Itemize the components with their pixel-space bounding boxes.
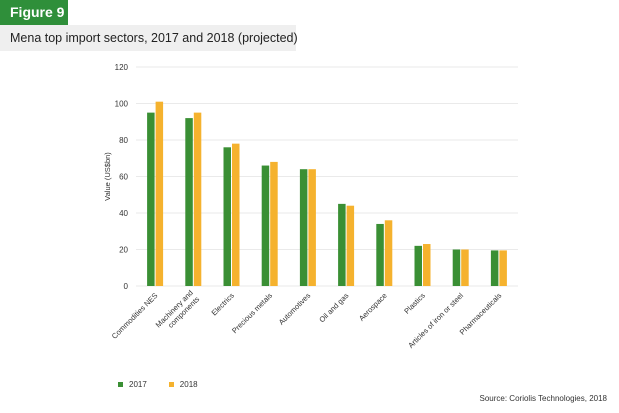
legend: 2017 2018 [118, 378, 220, 390]
bar-2017 [261, 165, 270, 286]
x-category-label: Oil and gas [317, 291, 350, 324]
legend-label-2017: 2017 [129, 379, 147, 389]
bars [147, 101, 507, 286]
bar-2018 [461, 249, 469, 286]
bar-2017 [223, 147, 231, 286]
bar-2017 [299, 169, 308, 286]
bar-2018 [270, 161, 278, 286]
bar-2017 [414, 245, 422, 286]
bar-2017 [147, 112, 155, 286]
y-tick-label: 120 [115, 63, 129, 72]
y-axis-label: Value (US$bn) [103, 152, 112, 201]
figure-label: Figure 9 [0, 0, 68, 25]
bar-2018 [308, 169, 316, 286]
legend-item-2018: 2018 [168, 379, 198, 389]
bar-2018 [384, 220, 393, 286]
y-axis-ticks: 0 20 40 60 80 100 120 [115, 63, 129, 291]
y-tick-label: 100 [115, 100, 129, 109]
x-category-label: Aerospace [357, 291, 389, 323]
legend-swatch-2017 [118, 381, 123, 387]
bar-2018 [193, 112, 202, 286]
bar-2018 [232, 143, 240, 286]
source-note: Source: Coriolis Technologies, 2018 [479, 394, 607, 403]
legend-item-2017: 2017 [118, 380, 147, 389]
bar-2017 [452, 249, 461, 286]
bar-2018 [499, 250, 507, 286]
y-tick-label: 0 [124, 282, 129, 291]
bar-2017 [338, 203, 346, 286]
y-tick-label: 40 [119, 209, 128, 218]
bar-2018 [423, 244, 431, 286]
y-tick-label: 80 [119, 136, 128, 145]
x-category-label: Automotives [277, 291, 313, 327]
bar-2017 [185, 118, 193, 286]
x-category-label: Commodities NES [110, 291, 160, 341]
y-tick-label: 60 [119, 173, 128, 182]
bar-2018 [346, 205, 355, 286]
bar-2017 [490, 250, 499, 286]
x-category-label: Electrics [210, 291, 237, 318]
bar-2017 [376, 223, 384, 286]
y-tick-label: 20 [119, 246, 128, 255]
bar-2018 [155, 101, 164, 286]
x-category-label: Plastics [402, 291, 427, 316]
chart-title: Mena top import sectors, 2017 and 2018 (… [0, 25, 298, 51]
legend-label-2018: 2018 [179, 379, 198, 389]
gridlines [136, 66, 518, 287]
legend-swatch-2018 [168, 381, 174, 387]
x-category-label: Precious metals [230, 291, 274, 335]
x-category-label: Machinery andcomponents [154, 288, 202, 336]
